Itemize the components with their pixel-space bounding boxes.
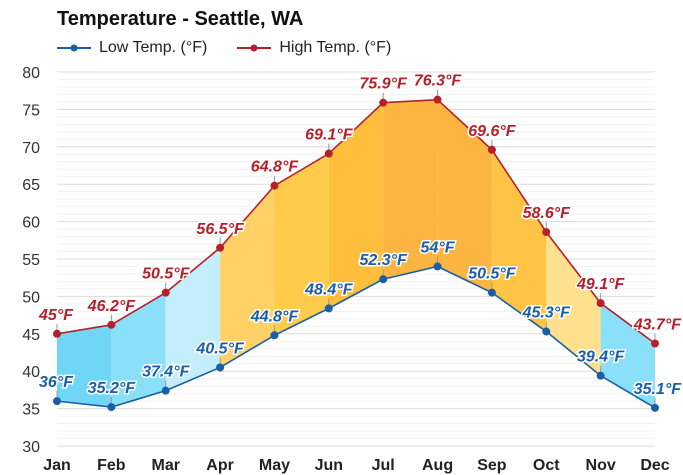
- low-temp-point: [596, 371, 605, 380]
- x-tick-label: Feb: [97, 457, 126, 474]
- low-temp-data-label: 50.5°F: [468, 266, 517, 283]
- low-temp-data-label: 35.2°F: [88, 380, 137, 397]
- x-tick-label: Nov: [586, 457, 616, 474]
- high-temp-data-label: 69.1°F: [305, 127, 354, 144]
- temperature-band-apr: [220, 185, 275, 368]
- low-temp-data-label: 44.8°F: [250, 308, 300, 325]
- low-temp-data-label: 35.1°F: [634, 381, 683, 398]
- low-temp-point: [216, 363, 225, 372]
- y-tick-label: 70: [22, 140, 40, 157]
- chart-title: Temperature - Seattle, WA: [57, 8, 304, 30]
- x-axis: Jan Feb Mar Apr May Jun Jul Aug Sep Oct Nov Dec: [43, 457, 670, 474]
- low-temp-point: [324, 304, 333, 313]
- high-temp-point: [596, 299, 605, 308]
- x-tick-label: Oct: [533, 457, 560, 474]
- legend-item-low[interactable]: Low Temp. (°F): [57, 39, 207, 57]
- high-temp-point: [487, 145, 496, 154]
- low-temp-data-label: 48.4°F: [304, 281, 354, 298]
- low-temp-data-label: 40.5°F: [195, 340, 245, 357]
- low-temp-point: [107, 403, 116, 412]
- high-temp-point: [542, 228, 551, 237]
- high-temp-point: [161, 288, 170, 297]
- high-temp-data-label: 46.2°F: [87, 298, 137, 315]
- low-temp-line: [56, 265, 656, 409]
- low-temp-point: [379, 275, 388, 284]
- high-temp-data-label: 56.5°F: [196, 221, 245, 238]
- high-temp-point: [324, 149, 333, 158]
- low-temp-point: [487, 288, 496, 297]
- low-temp-data-label: 45.3°F: [522, 305, 572, 322]
- low-temp-point: [270, 331, 279, 340]
- y-tick-label: 65: [22, 177, 40, 194]
- high-temp-point: [53, 329, 61, 338]
- low-temp-data-label: 37.4°F: [142, 364, 191, 381]
- temperature-band-oct: [546, 232, 601, 376]
- x-tick-label: Jun: [315, 457, 343, 474]
- high-temp-data-label: 50.5°F: [142, 266, 191, 283]
- y-tick-label: 75: [22, 102, 40, 119]
- high-temp-point: [433, 95, 442, 104]
- temperature-band-aug: [437, 99, 492, 293]
- high-temp-line: [56, 98, 656, 345]
- y-tick-label: 40: [22, 364, 40, 381]
- high-temp-point: [270, 181, 279, 190]
- x-tick-label: Apr: [206, 457, 234, 474]
- temperature-band-mar: [165, 247, 221, 391]
- high-temp-data-label: 45°F: [38, 307, 74, 324]
- x-tick-label: Sep: [477, 457, 507, 474]
- x-tick-label: Mar: [152, 457, 180, 474]
- legend-label-low: Low Temp. (°F): [99, 39, 208, 56]
- high-temp-data-label: 58.6°F: [523, 205, 572, 222]
- y-tick-label: 35: [22, 402, 40, 419]
- temperature-bands: [57, 99, 655, 408]
- low-temp-point: [53, 397, 61, 406]
- low-temp-data-label: 39.4°F: [577, 349, 626, 366]
- temperature-band-feb: [111, 292, 166, 408]
- high-temp-data-label: 43.7°F: [633, 317, 683, 334]
- low-temp-data-label: 52.3°F: [360, 252, 409, 269]
- low-temp-point: [542, 327, 551, 336]
- low-temp-data-label: 36°F: [39, 374, 74, 391]
- legend-line-marker-low-icon: [57, 44, 91, 52]
- series-lines: [53, 89, 659, 412]
- temperature-band-jan: [57, 324, 112, 408]
- legend-item-high[interactable]: High Temp. (°F): [237, 39, 391, 57]
- y-tick-label: 55: [22, 252, 40, 269]
- x-tick-label: May: [259, 457, 290, 474]
- low-temp-point: [433, 262, 442, 271]
- high-temp-data-label: 76.3°F: [414, 73, 463, 90]
- high-temp-point: [651, 339, 659, 348]
- x-tick-label: Aug: [422, 457, 453, 474]
- low-temp-data-label: 54°F: [421, 239, 456, 256]
- chart-legend: Low Temp. (°F) High Temp. (°F): [57, 39, 421, 57]
- temperature-band-sep: [491, 149, 547, 332]
- temperature-band-jul: [383, 99, 438, 280]
- high-temp-point: [216, 243, 225, 252]
- data-labels: 36°F 35.2°F 37.4°F40.5°F 44.8°F48.4°F 52.3°F…: [37, 71, 683, 399]
- y-tick-label: 45: [22, 327, 40, 344]
- temperature-band-may: [274, 153, 329, 336]
- high-temp-point: [379, 98, 388, 107]
- x-tick-label: Dec: [640, 457, 669, 474]
- y-tick-label: 50: [22, 289, 40, 306]
- high-temp-data-label: 64.8°F: [251, 159, 300, 176]
- high-temp-data-label: 69.6°F: [468, 123, 517, 140]
- x-tick-label: Jan: [43, 457, 71, 474]
- high-temp-point: [107, 320, 116, 329]
- temperature-band-nov: [600, 303, 655, 408]
- low-temp-point: [161, 386, 170, 395]
- legend-label-high: High Temp. (°F): [279, 39, 392, 56]
- y-tick-label: 30: [22, 439, 40, 456]
- high-temp-data-label: 49.1°F: [576, 276, 626, 293]
- y-tick-label: 60: [22, 215, 40, 232]
- low-temp-point: [651, 403, 659, 412]
- y-axis: 30 35 40 45 50 55 60 65 70 75 80: [22, 65, 40, 456]
- high-temp-data-label: 75.9°F: [360, 76, 409, 93]
- x-tick-label: Jul: [372, 457, 395, 474]
- legend-line-marker-high-icon: [237, 44, 272, 52]
- y-tick-label: 80: [22, 65, 40, 82]
- temperature-band-jun: [328, 102, 384, 309]
